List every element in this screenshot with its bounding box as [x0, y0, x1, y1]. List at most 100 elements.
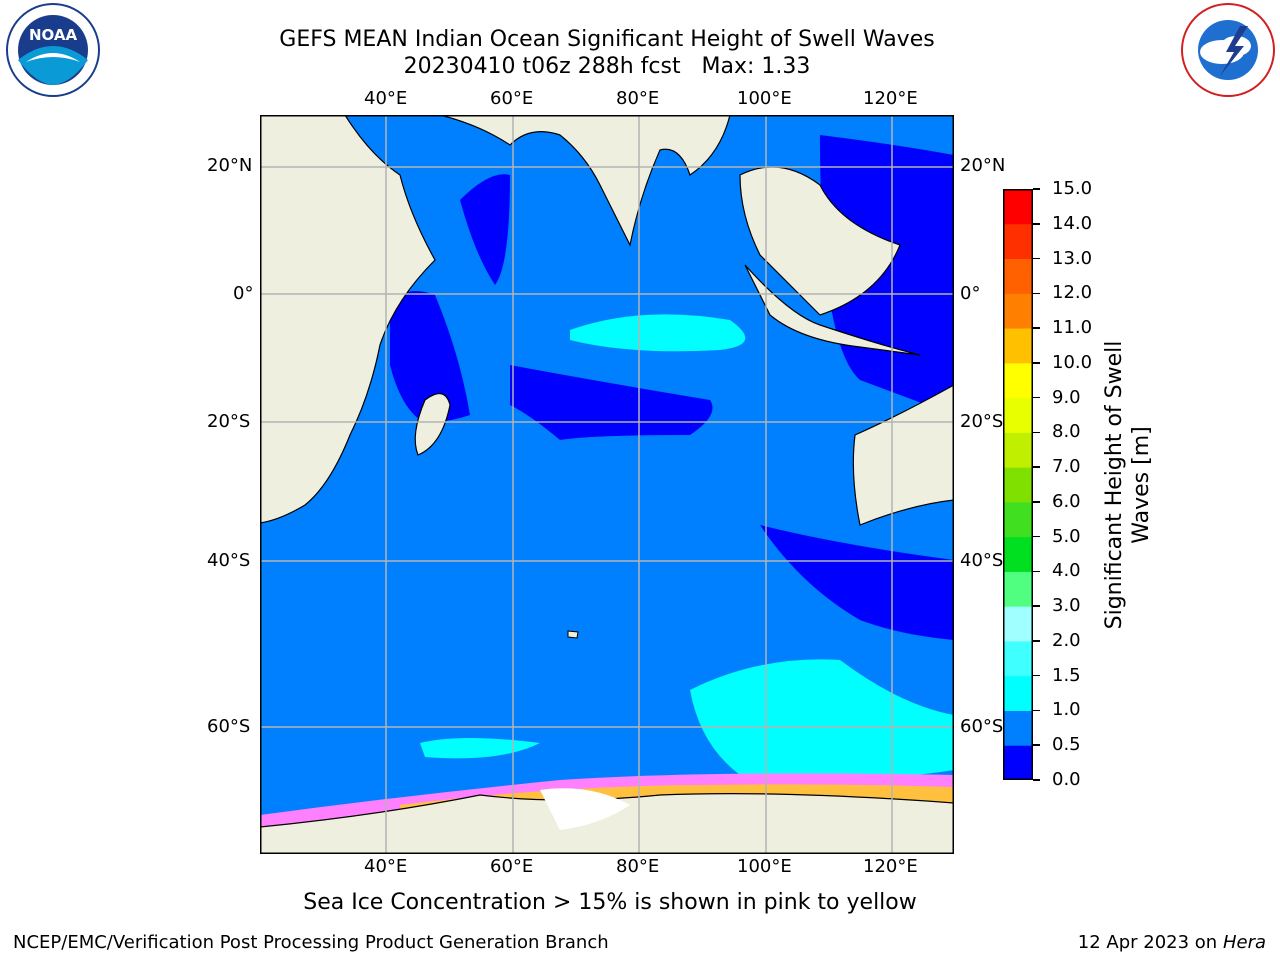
sumatra-java-land	[744, 264, 921, 356]
colorbar-swatch	[1003, 397, 1033, 433]
colorbar-tick	[1033, 605, 1040, 607]
lon-label-top: 40°E	[364, 88, 408, 109]
colorbar-tick-label: 15.0	[1052, 178, 1093, 199]
title-line-1: GEFS MEAN Indian Ocean Significant Heigh…	[279, 27, 935, 52]
colorbar-tick	[1033, 223, 1040, 225]
lon-label-top: 120°E	[863, 88, 918, 109]
lat-label-right: 40°S	[960, 550, 1004, 571]
colorbar-tick	[1033, 570, 1040, 573]
southeast-asia-land	[739, 166, 901, 316]
lon-label-bottom: 60°E	[490, 856, 534, 877]
high-swell-region	[690, 659, 954, 779]
kerguelen-island	[567, 630, 579, 639]
lon-label-bottom: 100°E	[737, 856, 792, 877]
colorbar-title-line-1: Significant Height of Swell	[1102, 340, 1127, 630]
africa-land	[259, 114, 436, 524]
colorbar-tick-label: 0.5	[1052, 734, 1081, 756]
colorbar-tick	[1033, 362, 1040, 364]
colorbar-tick	[1033, 674, 1040, 677]
colorbar-title-line-2: Waves [m]	[1129, 426, 1154, 544]
high-swell-region	[570, 314, 746, 352]
colorbar-tick-label: 9.0	[1052, 386, 1081, 408]
colorbar-swatch	[1003, 432, 1033, 468]
colorbar-tick	[1033, 779, 1040, 781]
footer-credit: NCEP/EMC/Verification Post Processing Pr…	[13, 932, 609, 953]
colorbar-tick-label: 10.0	[1052, 351, 1093, 373]
colorbar-swatch	[1003, 258, 1033, 294]
lat-label-right: 0°	[960, 283, 981, 304]
colorbar-tick-label: 4.0	[1052, 560, 1081, 582]
colorbar-tick	[1033, 292, 1040, 295]
madagascar-land	[414, 393, 451, 456]
colorbar-swatch	[1003, 745, 1033, 781]
colorbar-tick	[1033, 327, 1040, 329]
colorbar-tick-label: 6.0	[1052, 490, 1081, 512]
lat-label-left: 40°S	[207, 550, 251, 571]
colorbar-swatch	[1003, 362, 1033, 399]
colorbar-tick	[1033, 709, 1040, 712]
footer-date: 12 Apr 2023 on Hera	[1078, 932, 1266, 953]
colorbar-swatch	[1003, 293, 1033, 329]
colorbar-tick-label: 12.0	[1052, 282, 1093, 304]
map-panel	[259, 114, 955, 855]
colorbar-tick-label: 7.0	[1052, 456, 1081, 478]
colorbar-tick	[1033, 466, 1040, 468]
lat-label-right: 60°S	[960, 716, 1004, 737]
arabia-india-land	[439, 114, 731, 247]
antarctica-ice-shelf	[540, 788, 630, 830]
colorbar-svg	[1003, 189, 1033, 781]
low-swell-region	[390, 291, 470, 422]
colorbar-tick-label: 0.0	[1052, 769, 1081, 790]
colorbar-tick	[1033, 744, 1040, 746]
chart-title: GEFS MEAN Indian Ocean Significant Heigh…	[0, 26, 1214, 80]
colorbar-tick-label: 2.0	[1052, 629, 1081, 651]
colorbar-tick-label: 14.0	[1052, 212, 1093, 234]
lat-label-left: 0°	[233, 283, 254, 304]
colorbar-tick	[1033, 640, 1040, 642]
colorbar-tick-label: 13.0	[1052, 247, 1093, 269]
footer-machine: Hera	[1222, 932, 1266, 953]
lon-label-top: 100°E	[737, 88, 792, 109]
colorbar-tick-label: 8.0	[1052, 421, 1081, 443]
noaa-logo: NOAA	[0, 2, 106, 98]
colorbar-tick-label: 1.0	[1052, 699, 1081, 721]
colorbar-tick-label: 11.0	[1052, 317, 1093, 339]
lat-label-left: 20°N	[207, 155, 253, 176]
australia-land	[852, 383, 955, 526]
colorbar-swatch	[1003, 223, 1033, 260]
lon-label-top: 60°E	[490, 88, 534, 109]
footer-date-text: 12 Apr 2023 on	[1077, 932, 1223, 953]
colorbar-swatch	[1003, 675, 1033, 711]
lat-label-right: 20°N	[960, 155, 1006, 176]
sea-ice-caption: Sea Ice Concentration > 15% is shown in …	[303, 890, 917, 915]
colorbar-tick	[1033, 501, 1040, 503]
lat-label-right: 20°S	[960, 411, 1004, 432]
low-swell-region	[460, 174, 510, 285]
colorbar-swatch	[1003, 467, 1033, 503]
colorbar-swatch	[1003, 571, 1033, 607]
colorbar-swatch	[1003, 640, 1033, 677]
colorbar-swatch	[1003, 710, 1033, 746]
colorbar-tick-label: 5.0	[1052, 525, 1081, 547]
colorbar-swatch	[1003, 606, 1033, 642]
colorbar-tick	[1033, 431, 1040, 434]
colorbar-tick	[1033, 188, 1040, 190]
lat-label-left: 20°S	[207, 411, 251, 432]
colorbar-swatch	[1003, 501, 1033, 538]
high-swell-region	[420, 738, 540, 759]
colorbar	[1003, 189, 1033, 781]
lon-label-bottom: 40°E	[364, 856, 408, 877]
title-line-2: 20230410 t06z 288h fcst Max: 1.33	[403, 54, 811, 79]
colorbar-swatch	[1003, 328, 1033, 364]
colorbar-tick-label: 1.5	[1052, 664, 1081, 686]
colorbar-swatch	[1003, 536, 1033, 572]
colorbar-tick	[1033, 535, 1040, 538]
colorbar-tick	[1033, 396, 1040, 399]
low-swell-region	[760, 525, 954, 640]
lon-label-bottom: 80°E	[616, 856, 660, 877]
noaa-logo-text: NOAA	[29, 26, 78, 44]
colorbar-swatch	[1003, 189, 1033, 225]
lon-label-bottom: 120°E	[863, 856, 918, 877]
map-svg	[259, 114, 955, 855]
lat-label-left: 60°S	[207, 716, 251, 737]
